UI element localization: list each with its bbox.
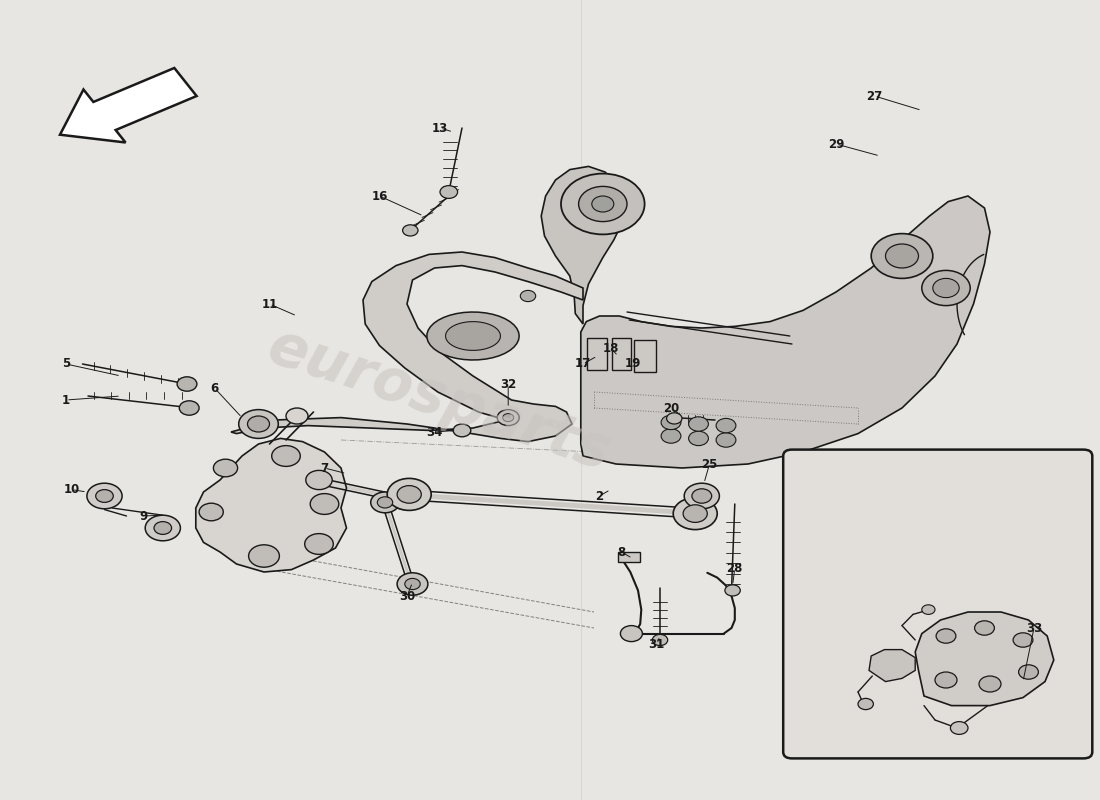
Circle shape (1019, 665, 1038, 679)
Circle shape (620, 626, 642, 642)
Circle shape (440, 186, 458, 198)
Circle shape (1013, 633, 1033, 647)
Circle shape (692, 489, 712, 503)
Circle shape (716, 433, 736, 447)
Circle shape (397, 573, 428, 595)
Circle shape (858, 698, 873, 710)
Circle shape (936, 629, 956, 643)
Circle shape (561, 174, 645, 234)
Polygon shape (915, 612, 1054, 706)
Circle shape (725, 585, 740, 596)
Text: 5: 5 (62, 358, 70, 370)
Polygon shape (869, 650, 915, 682)
Bar (634, 340, 656, 372)
Polygon shape (60, 68, 197, 142)
Text: eurosparts: eurosparts (262, 318, 618, 482)
Circle shape (886, 244, 918, 268)
Text: 25: 25 (702, 458, 717, 470)
Text: 7: 7 (320, 462, 329, 474)
Circle shape (683, 505, 707, 522)
Circle shape (286, 408, 308, 424)
Circle shape (716, 418, 736, 433)
Text: 19: 19 (625, 358, 640, 370)
Text: 16: 16 (372, 190, 387, 202)
Circle shape (310, 494, 339, 514)
Circle shape (871, 234, 933, 278)
Text: 29: 29 (828, 138, 844, 150)
Circle shape (933, 278, 959, 298)
Text: 32: 32 (500, 378, 516, 390)
Circle shape (503, 414, 514, 422)
Circle shape (520, 290, 536, 302)
Circle shape (87, 483, 122, 509)
Circle shape (177, 377, 197, 391)
Circle shape (979, 676, 1001, 692)
Text: 20: 20 (663, 402, 679, 414)
Circle shape (579, 186, 627, 222)
Circle shape (689, 417, 708, 431)
Circle shape (377, 497, 393, 508)
Text: 1: 1 (62, 394, 70, 406)
Text: 30: 30 (399, 590, 415, 602)
Circle shape (272, 446, 300, 466)
Text: 28: 28 (727, 562, 742, 574)
Circle shape (397, 486, 421, 503)
Circle shape (306, 470, 332, 490)
Bar (612, 338, 631, 370)
Text: 17: 17 (575, 358, 591, 370)
Circle shape (684, 483, 719, 509)
Circle shape (305, 534, 333, 554)
Circle shape (453, 424, 471, 437)
Text: 34: 34 (427, 426, 442, 438)
Circle shape (922, 270, 970, 306)
Polygon shape (446, 322, 501, 350)
Polygon shape (231, 252, 583, 442)
Circle shape (371, 492, 399, 513)
Polygon shape (427, 312, 519, 360)
Text: 18: 18 (603, 342, 618, 354)
Text: 8: 8 (617, 546, 626, 558)
Circle shape (387, 478, 431, 510)
Circle shape (497, 410, 519, 426)
Circle shape (199, 503, 223, 521)
Text: 11: 11 (262, 298, 277, 310)
Circle shape (239, 410, 278, 438)
Circle shape (392, 490, 418, 510)
Polygon shape (541, 166, 625, 324)
Circle shape (145, 515, 180, 541)
Circle shape (652, 634, 668, 646)
Text: 27: 27 (867, 90, 882, 102)
Text: 6: 6 (210, 382, 219, 394)
Circle shape (403, 225, 418, 236)
Circle shape (592, 196, 614, 212)
Circle shape (935, 672, 957, 688)
Circle shape (96, 490, 113, 502)
Circle shape (213, 459, 238, 477)
Circle shape (179, 401, 199, 415)
Circle shape (154, 522, 172, 534)
Circle shape (689, 431, 708, 446)
Circle shape (950, 722, 968, 734)
Text: 9: 9 (139, 510, 147, 522)
Text: 13: 13 (432, 122, 448, 134)
Text: 10: 10 (64, 483, 79, 496)
Polygon shape (196, 438, 346, 572)
Text: 31: 31 (649, 638, 664, 650)
Circle shape (249, 545, 279, 567)
Circle shape (405, 578, 420, 590)
Text: 2: 2 (595, 490, 604, 502)
Circle shape (667, 413, 682, 424)
Circle shape (661, 415, 681, 430)
Bar (587, 338, 607, 370)
Circle shape (248, 416, 270, 432)
Text: 33: 33 (1026, 622, 1042, 634)
Polygon shape (581, 196, 990, 468)
FancyBboxPatch shape (783, 450, 1092, 758)
Circle shape (673, 498, 717, 530)
Circle shape (975, 621, 994, 635)
Circle shape (661, 429, 681, 443)
Bar (618, 552, 640, 562)
Circle shape (922, 605, 935, 614)
